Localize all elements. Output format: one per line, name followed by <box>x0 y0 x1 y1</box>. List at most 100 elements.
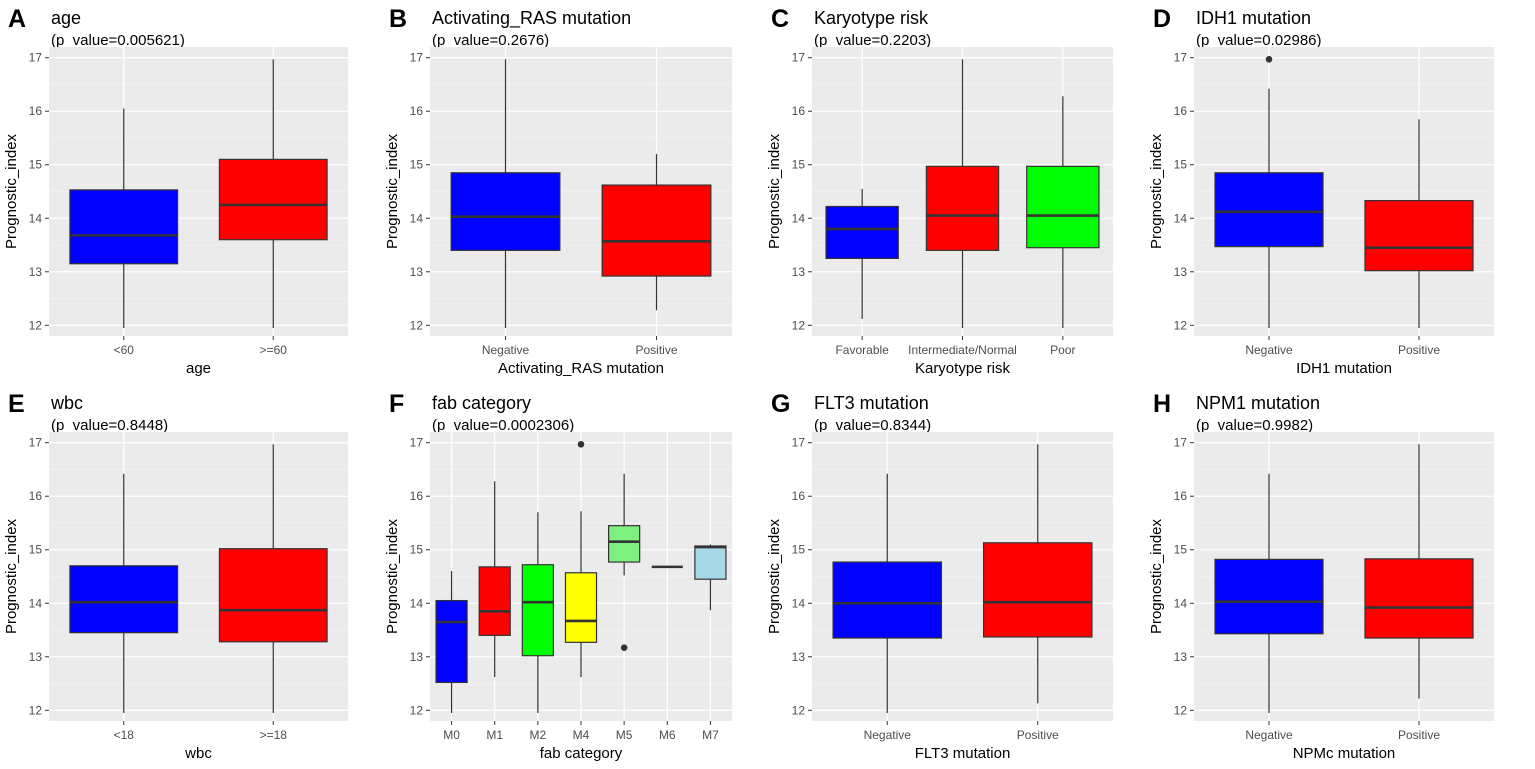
x-tick-label: M2 <box>530 728 547 742</box>
box-body <box>825 205 899 259</box>
y-tick-label: 14 <box>410 596 424 610</box>
y-tick-label: 14 <box>29 596 43 610</box>
box-body <box>1364 199 1474 272</box>
box-M4 <box>564 441 598 678</box>
y-tick-label: 12 <box>792 318 806 332</box>
x-tick-label: M5 <box>616 728 633 742</box>
y-tick-label: 13 <box>410 265 424 279</box>
panel-letter: D <box>1153 5 1171 33</box>
x-tick-label: Intermediate/Normal <box>908 343 1017 357</box>
x-axis-title: Karyotype risk <box>915 360 1011 377</box>
box-body <box>435 599 468 684</box>
panel-g: G FLT3 mutation (p_value=0.8344) 12 13 14 15 16… <box>766 390 1113 762</box>
y-axis-title: Prognostic_index <box>1148 133 1165 249</box>
box-Favorable <box>825 188 899 319</box>
box-body <box>564 572 598 643</box>
p-value-label: (p_value=0.8344) <box>814 417 931 434</box>
x-tick-label: M6 <box>659 728 676 742</box>
x-tick-label: Positive <box>1398 343 1440 357</box>
y-tick-label: 15 <box>1174 158 1188 172</box>
box-body <box>1214 558 1324 635</box>
panel-title: FLT3 mutation <box>814 393 929 413</box>
x-tick-label: M0 <box>443 728 460 742</box>
y-tick-label: 17 <box>1174 436 1188 450</box>
box-body <box>450 172 561 251</box>
y-tick-label: 14 <box>410 211 424 225</box>
panel-c: C Karyotype risk (p_value=0.2203) 12 13 14 15 1… <box>766 5 1113 377</box>
x-axis-title: FLT3 mutation <box>915 745 1011 762</box>
y-tick-label: 16 <box>410 489 424 503</box>
outlier-point <box>1265 56 1273 63</box>
panel-letter: F <box>389 390 404 418</box>
y-tick-label: 17 <box>410 436 424 450</box>
panel-h: H NPM1 mutation (p_value=0.9982) 12 13 14 15 16… <box>1148 390 1494 762</box>
panel-title: NPM1 mutation <box>1196 393 1320 413</box>
box-body <box>1026 165 1100 249</box>
box-M2 <box>521 512 554 713</box>
y-tick-label: 17 <box>29 436 43 450</box>
y-tick-label: 15 <box>792 543 806 557</box>
box-body <box>832 561 943 639</box>
panel-letter: G <box>771 390 790 418</box>
box-body <box>1214 172 1324 248</box>
outlier-point <box>577 441 585 448</box>
y-tick-label: 13 <box>410 650 424 664</box>
p-value-label: (p_value=0.005621) <box>51 32 185 49</box>
y-tick-label: 16 <box>410 104 424 118</box>
y-tick-label: 17 <box>1174 51 1188 65</box>
y-tick-label: 17 <box>410 51 424 65</box>
y-tick-label: 13 <box>29 265 43 279</box>
box-Positive <box>982 444 1093 704</box>
y-axis-title: Prognostic_index <box>3 518 20 634</box>
box-Positive <box>1364 119 1474 328</box>
x-tick-label: Negative <box>864 728 912 742</box>
box-Negative <box>450 59 561 328</box>
box-body <box>1364 558 1474 639</box>
y-tick-label: 15 <box>410 543 424 557</box>
box-Poor <box>1026 96 1100 328</box>
panel-title: Activating_RAS mutation <box>432 8 631 29</box>
box-body <box>601 184 712 277</box>
x-tick-label: Positive <box>1398 728 1440 742</box>
outlier-point <box>620 644 628 651</box>
box-body <box>69 565 179 634</box>
y-tick-label: 12 <box>792 703 806 717</box>
box-Negative <box>1214 56 1324 328</box>
x-tick-label: >=18 <box>260 728 288 742</box>
panel-letter: A <box>8 5 26 33</box>
y-tick-label: 12 <box>410 703 424 717</box>
x-tick-label: Poor <box>1050 343 1075 357</box>
box-<18 <box>69 473 179 713</box>
y-tick-label: 13 <box>29 650 43 664</box>
y-tick-label: 16 <box>792 104 806 118</box>
y-tick-label: 12 <box>1174 318 1188 332</box>
x-axis-title: wbc <box>184 745 212 762</box>
y-tick-label: 16 <box>1174 489 1188 503</box>
y-tick-label: 14 <box>1174 596 1188 610</box>
box-Negative <box>832 473 943 713</box>
x-axis-title: fab category <box>540 745 623 762</box>
panel-title: Karyotype risk <box>814 8 929 28</box>
panel-b: B Activating_RAS mutation (p_value=0.2676)… <box>384 5 732 377</box>
y-tick-label: 14 <box>29 211 43 225</box>
y-tick-label: 15 <box>792 158 806 172</box>
panel-title: IDH1 mutation <box>1196 8 1311 28</box>
box-body <box>521 564 554 657</box>
box-Positive <box>1364 444 1474 699</box>
x-tick-label: Positive <box>635 343 677 357</box>
y-tick-label: 13 <box>792 265 806 279</box>
box-M5 <box>608 473 641 651</box>
p-value-label: (p_value=0.2203) <box>814 32 931 49</box>
x-tick-label: <18 <box>114 728 135 742</box>
box->=60 <box>218 59 328 328</box>
box-<60 <box>69 108 179 328</box>
x-tick-label: M7 <box>702 728 719 742</box>
panel-title: age <box>51 8 81 28</box>
box-body <box>218 548 328 643</box>
box-M7 <box>694 544 727 611</box>
box-Intermediate/Normal <box>925 59 1000 328</box>
x-tick-label: <60 <box>114 343 135 357</box>
x-tick-label: >=60 <box>260 343 288 357</box>
